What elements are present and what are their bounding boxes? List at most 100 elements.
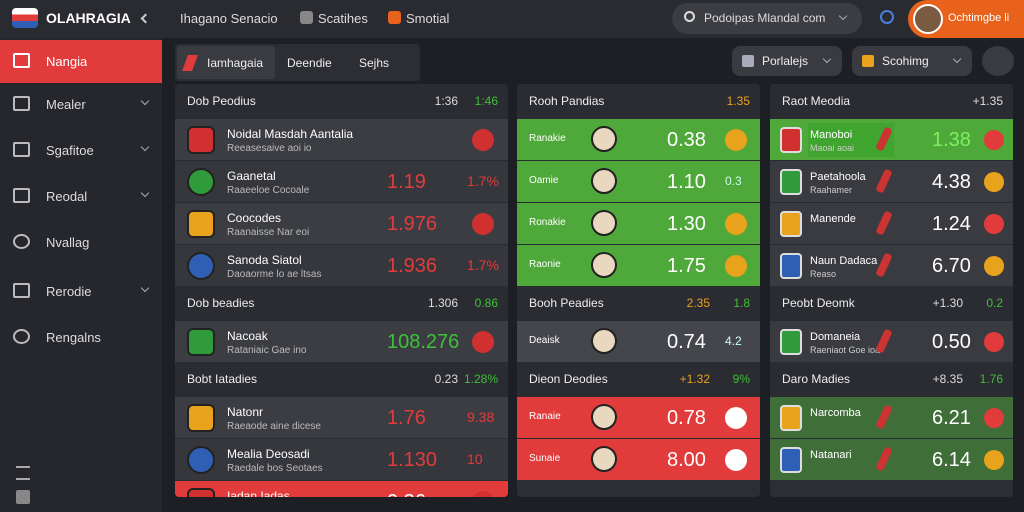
sidebar-label: Rerodie [46,284,92,299]
back-button[interactable] [140,13,151,24]
match-row[interactable]: Ronakie 1.30 [517,202,760,244]
badge [725,449,747,471]
badge [725,129,747,151]
odds-value: 0.36 [387,491,426,497]
sidebar-item[interactable]: Nangia [0,40,162,83]
match-row[interactable]: Manoboi Maoai aoai 1.38 [770,118,1013,160]
search-chevron [838,11,848,21]
match-row[interactable]: Mealia Deosadi Raedale bos Seotaes 1.130 10 [175,438,508,480]
sidebar-item[interactable]: Sgafitoe [0,129,162,172]
section-title: Rooh Pandias [529,94,605,108]
odds-value: 1.38 [932,129,971,151]
badge [725,255,747,277]
filter-label: Scohimg [882,54,929,68]
team-sub: Reaso [810,269,837,279]
odds-value: 1.130 [387,449,438,471]
filter-icon [742,55,754,67]
odds-value: 1.75 [667,255,706,277]
section-stat: 0.86 [474,296,498,310]
odds-value: 1.19 [387,171,426,193]
match-row[interactable]: Naun Dadaca Reaso 6.70 [770,244,1013,286]
team-name-box: Naun Dadaca Reaso [808,249,894,283]
nav-item[interactable]: Smotial [406,11,450,26]
section-stat: 1.28% [463,372,498,386]
section-title: Dob beadies [187,296,255,310]
odds-value: 4.38 [932,171,971,193]
sidebar-icon [13,283,30,298]
sidebar-chevron [140,142,150,152]
notify-icon [880,10,894,24]
match-row[interactable]: Gaanetal Raaeeloe Cocoale 1.19 1.7% [175,160,508,202]
search-box[interactable]: Podoipas Mlandal com [672,3,862,34]
section-header: Rooh Pandias 1.35 [517,84,760,118]
section-stat: +1.35 [972,94,1003,108]
match-row[interactable]: Coocodes Raanaisse Nar eoi 1.976 [175,202,508,244]
action-icon [472,331,494,353]
nav-item[interactable]: Scatihes [318,11,368,26]
match-row[interactable]: Deaisk 0.74 4.2 [517,320,760,362]
team-name: Ranakie [529,133,566,144]
section-stat: 2.35 [686,296,710,310]
sidebar-icon [13,53,30,68]
team-name: Ronakie [529,217,566,228]
team-sub: Reeasesaive aoi io [227,143,312,154]
odds-value: 1.76 [387,407,426,429]
section-header: Dieon Deodies +1.32 9% [517,362,760,396]
filter-button[interactable]: Scohimg [852,46,972,76]
sidebar-item[interactable]: Reodal [0,175,162,218]
match-row[interactable]: Paetahoola Raahamer 4.38 [770,160,1013,202]
footer-icon [16,490,30,504]
nav-icon [388,11,401,24]
match-row[interactable]: Natanari 6.14 [770,438,1013,480]
section-stat: 0.2 [986,296,1003,310]
sidebar-item[interactable]: Mealer [0,83,162,126]
sidebar-chevron [140,96,150,106]
tab[interactable]: Deendie [287,46,347,79]
tab[interactable]: Sejhs [359,46,419,79]
team-name: Natonr [227,405,264,419]
tab-label: Iamhagaia [207,56,264,70]
badge [725,213,747,235]
nav-icon [300,11,313,24]
team-name: Naun Dadaca [810,255,878,267]
avatar [591,328,617,354]
panel: Dob Peodius 1:36 1:46 Noidal Masdah Aantali… [175,84,508,497]
section-header: Raot Meodia +1.35 [770,84,1013,118]
settings-button[interactable] [982,46,1014,76]
tab[interactable]: Iamhagaia [177,46,275,79]
match-row[interactable]: Sunaie 8.00 [517,438,760,480]
filter-chevron [952,54,962,64]
filter-button[interactable]: Porlalejs [732,46,842,76]
match-row[interactable]: Ranakie 0.38 [517,118,760,160]
badge [984,332,1004,352]
team-name: Manoboi [810,129,853,141]
match-row[interactable]: Nacoak Rataniaic Gae ino 108.276 [175,320,508,362]
team-sub: Raedale bos Seotaes [227,463,323,474]
match-row[interactable]: Iadan Iadas 0.36 [175,480,508,497]
section-stat: 1:46 [474,94,498,108]
user-pill[interactable]: Ochtimgbe li [908,0,1024,38]
match-row[interactable]: Noidal Masdah Aantalia Reeasesaive aoi io [175,118,508,160]
match-row[interactable]: Manende 1.24 [770,202,1013,244]
team-badge [780,329,802,355]
sidebar-item[interactable]: Rengalns [0,316,162,359]
match-row[interactable]: Oamie 1.10 0.3 [517,160,760,202]
match-row[interactable]: Narcomba 6.21 [770,396,1013,438]
badge-text: 4.2 [725,334,742,348]
team-badge [780,169,802,195]
badge [984,172,1004,192]
sidebar-icon [13,329,30,344]
sidebar-item[interactable]: Nvallag [0,221,162,264]
match-row[interactable]: Domaneia Raeniaot Goe ioa 0.50 [770,320,1013,362]
odds-value: 1.936 [387,255,438,277]
team-name: Sunaie [529,453,561,464]
match-row[interactable]: Sanoda Siatol Daoaorme lo ae ltsas 1.936 1.… [175,244,508,286]
match-row[interactable]: Natonr Raeaode aine dicese 1.76 9.38 [175,396,508,438]
nav-item[interactable]: Ihagano Senacio [180,11,278,26]
sidebar-item[interactable]: Rerodie [0,270,162,313]
odds-value: 6.21 [932,407,971,429]
logo-text[interactable]: OLAHRAGIA [46,10,131,26]
match-row[interactable]: Raonie 1.75 [517,244,760,286]
match-row[interactable]: Ranaie 0.78 [517,396,760,438]
